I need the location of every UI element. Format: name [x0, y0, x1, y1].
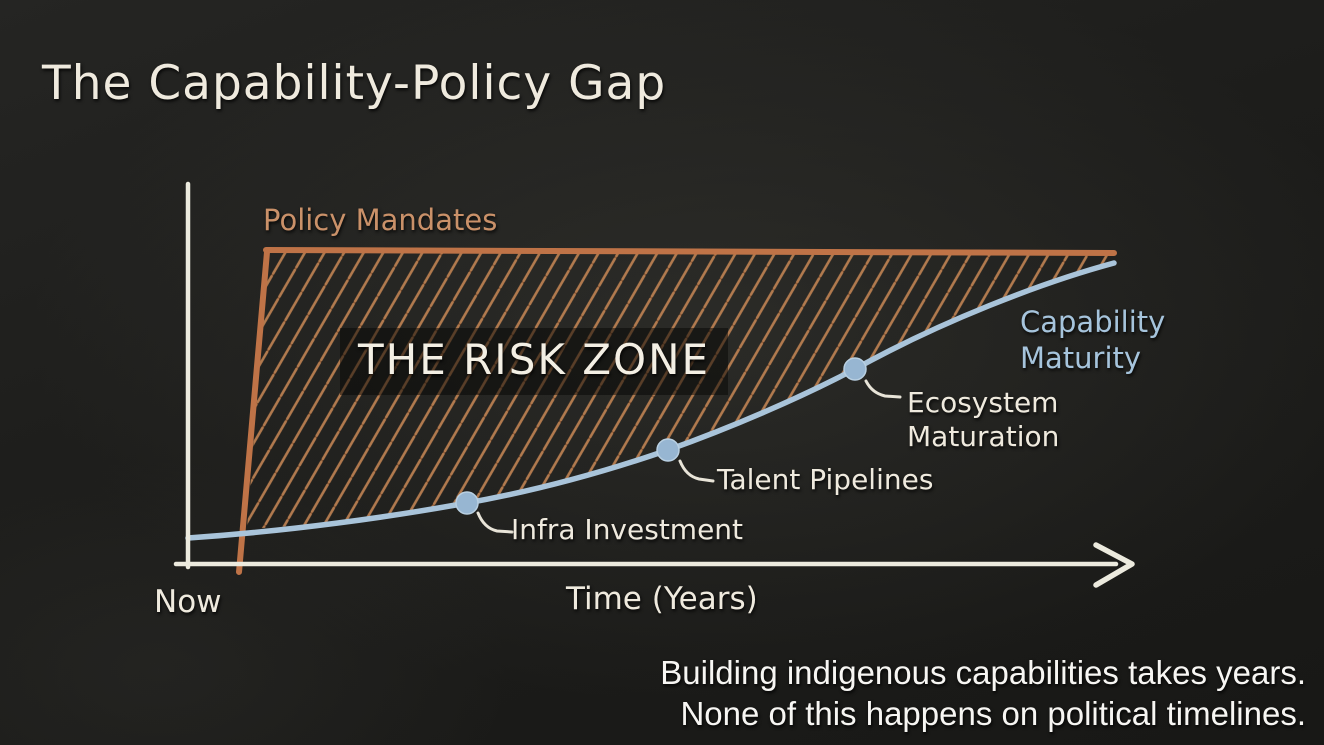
ecosystem-connector [864, 379, 902, 399]
talent-connector [678, 459, 715, 483]
page-title: The Capability-Policy Gap [42, 56, 667, 111]
ecosystem-maturation-label-line2: Maturation [907, 420, 1060, 453]
slide-caption-line1: Building indigenous capabilities takes y… [660, 654, 1306, 691]
infra-investment-dot [455, 491, 479, 515]
risk-zone-left-edge [236, 249, 270, 575]
x-axis-label: Time (Years) [566, 581, 758, 617]
ecosystem-maturation-label-line1: Ecosystem [907, 386, 1059, 419]
infra-investment-label: Infra Investment [511, 513, 744, 546]
x-origin-label: Now [154, 584, 222, 620]
talent-pipelines-dot [656, 438, 680, 462]
capability-maturity-label-line2: Maturity [1020, 341, 1142, 375]
talent-pipelines-label: Talent Pipelines [717, 463, 934, 496]
policy-mandates-line [263, 247, 1117, 256]
x-axis-arrowhead-icon [1093, 542, 1135, 588]
capability-maturity-label: Capability Maturity [1020, 304, 1165, 376]
ecosystem-maturation-dot [843, 357, 867, 381]
slide-caption: Building indigenous capabilities takes y… [660, 652, 1306, 734]
risk-zone-band: THE RISK ZONE [340, 328, 729, 395]
ecosystem-maturation-label: Ecosystem Maturation [907, 386, 1059, 454]
slide-caption-line2: None of this happens on political timeli… [680, 695, 1306, 732]
capability-maturity-label-line1: Capability [1020, 305, 1166, 339]
risk-zone-label: THE RISK ZONE [358, 335, 711, 384]
infra-connector [476, 511, 514, 534]
policy-mandates-label: Policy Mandates [263, 203, 498, 237]
